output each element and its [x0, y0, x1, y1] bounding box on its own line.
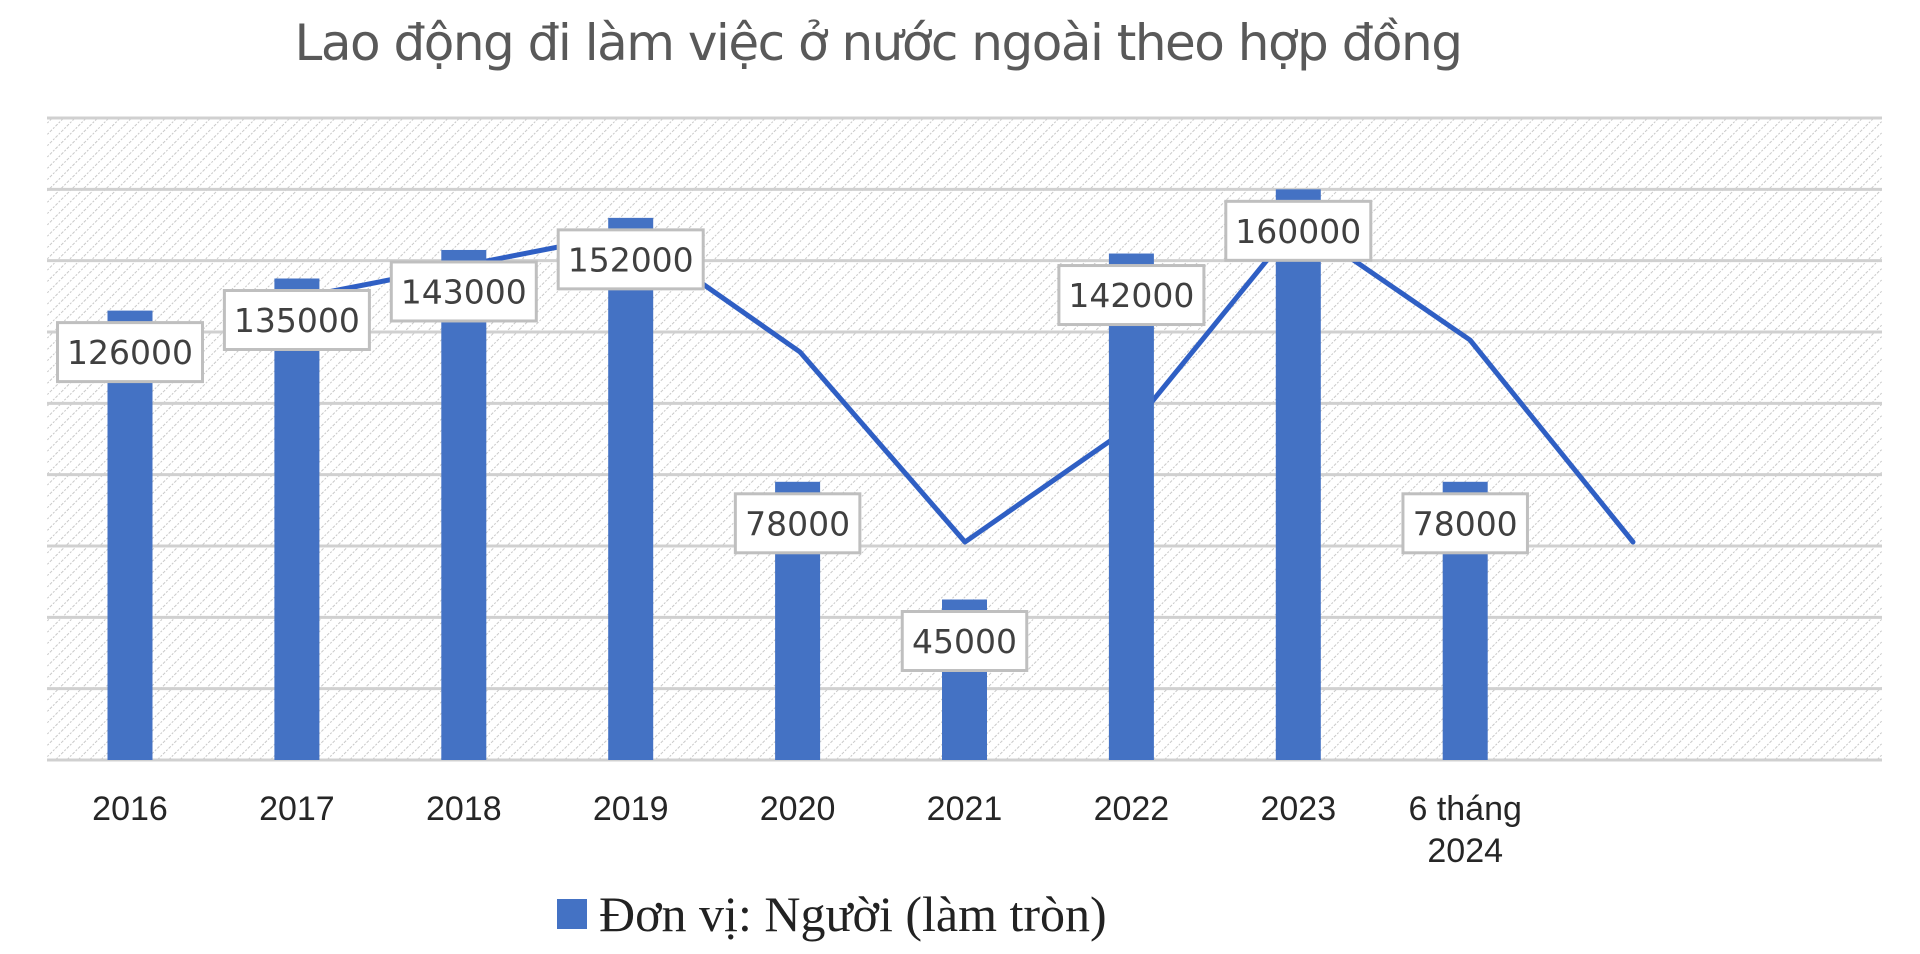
svg-text:126000: 126000	[67, 333, 193, 372]
x-axis-label: 2019	[593, 790, 669, 828]
svg-text:78000: 78000	[1413, 504, 1518, 543]
legend-label: Đơn vị: Người (làm tròn)	[599, 886, 1107, 942]
svg-text:45000: 45000	[912, 622, 1017, 661]
data-label: 45000	[900, 610, 1029, 672]
x-axis-label: 2024	[1427, 832, 1503, 870]
x-axis-label: 6 tháng	[1408, 790, 1521, 828]
legend-swatch-icon	[557, 899, 587, 929]
svg-text:135000: 135000	[234, 301, 360, 340]
chart-title: Lao động đi làm việc ở nước ngoài theo h…	[294, 14, 1463, 72]
data-label: 142000	[1057, 264, 1206, 327]
x-axis-label: 2021	[927, 790, 1003, 828]
x-axis-label: 2023	[1260, 790, 1336, 828]
data-label: 78000	[1401, 492, 1529, 555]
data-label: 160000	[1224, 199, 1373, 262]
bar-2016	[107, 310, 153, 760]
svg-text:78000: 78000	[745, 504, 850, 543]
bar-2017	[274, 278, 320, 760]
data-labels: 126000 135000 143000 152000 78000 45000 142000…	[56, 199, 1529, 672]
data-label: 135000	[222, 289, 371, 351]
data-label: 143000	[389, 260, 538, 323]
data-label: 78000	[733, 492, 862, 555]
x-axis-label: 2017	[259, 790, 335, 828]
bar-2023	[1275, 189, 1321, 761]
data-label: 152000	[556, 228, 705, 291]
svg-text:143000: 143000	[401, 272, 527, 311]
svg-text:160000: 160000	[1235, 212, 1361, 251]
svg-text:152000: 152000	[568, 240, 694, 279]
bar-2018	[441, 249, 487, 760]
bar-2019	[608, 217, 654, 760]
x-axis-label: 2022	[1094, 790, 1170, 828]
x-axis-label: 2020	[760, 790, 836, 828]
x-axis-labels: 2016 2017 2018 2019 2020 2021 2022 2023 6 tháng 2…	[92, 790, 1522, 870]
bar-2022	[1108, 253, 1154, 761]
data-label: 126000	[56, 321, 204, 384]
svg-text:142000: 142000	[1068, 276, 1194, 315]
legend: Đơn vị: Người (làm tròn)	[557, 884, 1107, 944]
bar-series	[107, 189, 1488, 761]
x-axis-label: 2016	[92, 790, 168, 828]
x-axis-label: 2018	[426, 790, 502, 828]
